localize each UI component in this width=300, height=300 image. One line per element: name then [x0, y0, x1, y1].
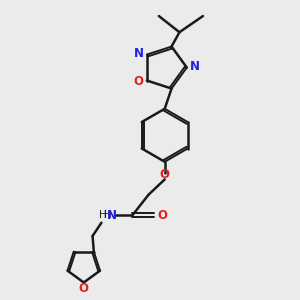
Text: N: N [134, 46, 144, 60]
Text: O: O [160, 168, 170, 181]
Text: O: O [79, 282, 89, 296]
Text: H: H [99, 210, 107, 220]
Text: N: N [190, 60, 200, 73]
Text: O: O [158, 209, 168, 222]
Text: O: O [134, 76, 144, 88]
Text: H: H [104, 210, 112, 220]
Text: N: N [107, 209, 117, 222]
